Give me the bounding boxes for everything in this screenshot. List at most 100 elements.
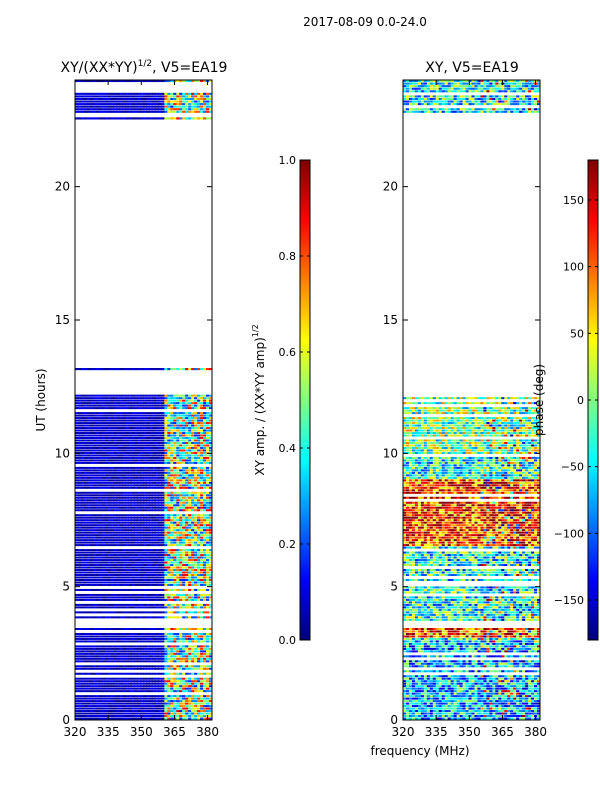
- panel-1-cell: [116, 479, 121, 482]
- panel-1-cell: [116, 519, 121, 522]
- panel-1-cell: [173, 424, 177, 427]
- panel-1-cell: [110, 640, 115, 643]
- panel-1-cell: [191, 519, 195, 522]
- panel-1-cell: [140, 606, 144, 609]
- panel-1-cell: [191, 506, 195, 509]
- panel-1-cell: [75, 650, 79, 653]
- panel-1-cell: [116, 469, 121, 472]
- panel-1-cell: [197, 707, 201, 710]
- panel-1-cell: [170, 578, 174, 581]
- panel-1-cell: [92, 424, 97, 427]
- panel-1-cell: [164, 697, 168, 700]
- panel-1-cell: [182, 554, 186, 557]
- panel-1-cell: [122, 710, 127, 713]
- panel-1-cell: [75, 652, 79, 655]
- panel-1-cell: [173, 571, 177, 574]
- panel-1-cell: [122, 637, 127, 640]
- panel-1-cell: [116, 588, 121, 591]
- panel-1-cell: [182, 446, 186, 449]
- panel-1-cell: [155, 598, 159, 601]
- panel-1-cell: [173, 544, 177, 547]
- panel-1-cell: [191, 404, 195, 407]
- panel-1-cell: [194, 652, 198, 655]
- panel-1-cell: [152, 650, 156, 653]
- panel-1-cell: [116, 454, 121, 457]
- panel-1-cell: [149, 402, 153, 405]
- panel-1-cell: [164, 429, 168, 432]
- panel-1-cell: [128, 665, 132, 668]
- panel-1-cell: [200, 456, 204, 459]
- panel-1-cell: [77, 650, 82, 653]
- panel-1-cell: [104, 593, 109, 596]
- panel-1-cell: [176, 564, 180, 567]
- panel-1-cell: [116, 685, 121, 688]
- panel-1-cell: [110, 647, 115, 650]
- panel-1-cell: [80, 404, 85, 407]
- panel-1-cell: [185, 645, 189, 648]
- panel-1-cell: [101, 680, 106, 683]
- panel-1-cell: [143, 583, 147, 586]
- panel-1-cell: [206, 412, 210, 415]
- panel-1-cell: [209, 424, 212, 427]
- panel-1-cell: [86, 469, 91, 472]
- panel-1-cell: [152, 667, 156, 670]
- panel-1-cell: [155, 479, 159, 482]
- panel-1-cell: [101, 707, 106, 710]
- panel-1-cell: [131, 640, 135, 643]
- panel-1-cell: [158, 667, 162, 670]
- panel-1-cell: [164, 581, 168, 584]
- panel-1-cell: [75, 534, 79, 537]
- panel-1-cell: [122, 660, 127, 663]
- panel-1-cell: [158, 710, 162, 713]
- panel-1-cell: [158, 504, 162, 507]
- panel-1-cell: [209, 660, 212, 663]
- panel-1-cell: [191, 422, 195, 425]
- panel-1-cell: [152, 501, 156, 504]
- panel-1-cell: [128, 446, 132, 449]
- panel-1-cell: [107, 682, 112, 685]
- panel-1-cell: [185, 672, 189, 675]
- panel-1-cell: [173, 397, 177, 400]
- panel-1-cell: [110, 437, 115, 440]
- panel-1-cell: [80, 581, 85, 584]
- panel-1-cell: [134, 404, 138, 407]
- panel-1-cell: [131, 596, 135, 599]
- panel-1-cell: [179, 456, 183, 459]
- panel-1-cell: [206, 665, 210, 668]
- panel-1-cell: [194, 576, 198, 579]
- panel-1-cell: [140, 504, 144, 507]
- panel-1-cell: [95, 544, 100, 547]
- panel-1-cell: [83, 637, 88, 640]
- panel-1-cell: [194, 665, 198, 668]
- panel-1-cell: [179, 437, 183, 440]
- panel-1-cell: [176, 432, 180, 435]
- panel-1-cell: [80, 509, 85, 512]
- panel-1-cell: [188, 526, 192, 529]
- panel-1-cell: [170, 459, 174, 462]
- panel-1-cell: [188, 715, 192, 718]
- panel-1-cell: [161, 429, 165, 432]
- panel-1-cell: [134, 574, 138, 576]
- panel-1-cell: [77, 504, 82, 507]
- panel-1-cell: [95, 529, 100, 532]
- panel-1-cell: [75, 632, 79, 635]
- panel-1-cell: [170, 412, 174, 415]
- panel-1-cell: [107, 407, 112, 410]
- panel-1-cell: [176, 571, 180, 574]
- panel-1-cell: [101, 672, 106, 675]
- panel-1-cell: [176, 632, 180, 635]
- panel-1-cell: [203, 476, 207, 479]
- panel-1-cell: [128, 705, 132, 708]
- panel-1-cell: [110, 481, 115, 484]
- panel-1-cell: [197, 444, 201, 447]
- panel-1-cell: [89, 697, 94, 700]
- panel-1-cell: [203, 506, 207, 509]
- panel-1-cell: [116, 650, 121, 653]
- panel-1-cell: [182, 702, 186, 705]
- panel-1-cell: [125, 466, 130, 469]
- panel-1-cell: [77, 680, 82, 683]
- panel-1-cell: [143, 402, 147, 405]
- panel-1-cell: [75, 657, 79, 660]
- panel-1-cell: [125, 449, 130, 452]
- panel-1-cell: [209, 685, 212, 688]
